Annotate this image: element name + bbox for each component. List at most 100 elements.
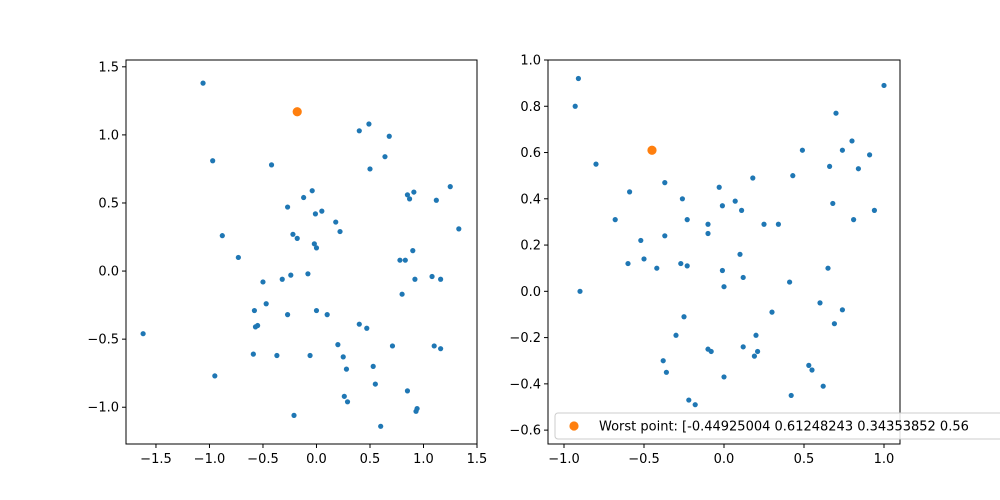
- data-point: [871, 207, 878, 213]
- data-point: [412, 276, 418, 282]
- data-point: [366, 121, 372, 127]
- data-point: [740, 274, 746, 281]
- data-point: [719, 203, 726, 209]
- legend-label: Worst point: [-0.44925004 0.61248243 0.3…: [599, 420, 969, 435]
- data-point: [719, 267, 726, 274]
- data-point: [820, 383, 826, 389]
- worst-point-marker: [292, 107, 302, 117]
- data-point: [638, 237, 644, 244]
- data-point: [404, 388, 411, 394]
- worst-point-marker: [647, 145, 657, 155]
- data-point: [389, 343, 396, 349]
- x-tick-label: 1.0: [874, 452, 895, 467]
- data-point: [881, 82, 887, 89]
- x-tick-label: −0.5: [247, 452, 279, 467]
- data-point: [716, 184, 722, 190]
- data-point: [324, 312, 330, 318]
- y-tick-label: 1.5: [98, 60, 119, 75]
- data-point: [456, 226, 462, 232]
- data-point: [737, 251, 743, 257]
- x-tick-label: 0.5: [360, 452, 381, 467]
- data-point: [739, 207, 745, 213]
- y-tick-label: 1.0: [520, 54, 541, 69]
- data-point: [313, 245, 320, 251]
- data-point: [402, 257, 408, 263]
- axes-frame: [547, 59, 901, 445]
- data-point: [301, 194, 307, 201]
- data-point: [662, 180, 668, 186]
- data-point: [855, 166, 862, 172]
- y-tick-label: 1.0: [98, 128, 119, 143]
- data-point: [429, 273, 435, 280]
- x-tick-label: −0.5: [628, 452, 660, 467]
- y-tick-label: 0.0: [98, 265, 119, 280]
- data-point: [740, 344, 746, 350]
- data-point: [284, 312, 291, 318]
- y-tick-label: 0.8: [520, 100, 541, 115]
- data-point: [775, 221, 782, 227]
- x-tick-label: −1.0: [548, 452, 580, 467]
- data-point: [219, 233, 225, 239]
- data-point: [212, 373, 218, 379]
- data-point: [291, 412, 297, 418]
- data-point: [337, 228, 343, 235]
- data-point: [268, 162, 275, 168]
- data-point: [378, 423, 384, 429]
- data-point: [612, 217, 618, 223]
- data-point: [660, 358, 666, 364]
- y-tick-label: −0.2: [509, 331, 541, 346]
- data-point: [849, 138, 855, 144]
- data-point: [414, 406, 420, 412]
- data-point: [367, 166, 373, 172]
- data-point: [319, 208, 325, 214]
- data-point: [769, 309, 775, 315]
- right-scatter-plot: −1.0 −0.5 0.0 0.5 1.0 −0.6 −0.4 −0.2 0.0 0.2 0.4 0.…: [509, 54, 1000, 467]
- data-point: [692, 402, 698, 408]
- data-point: [625, 260, 631, 267]
- data-point: [343, 366, 350, 372]
- data-point: [411, 189, 417, 195]
- data-point: [235, 254, 241, 261]
- data-point: [575, 75, 582, 82]
- data-point: [572, 103, 578, 109]
- data-point: [705, 221, 711, 227]
- data-point: [370, 363, 376, 369]
- data-point: [825, 265, 831, 271]
- data-point: [312, 211, 319, 217]
- x-tick-label: 1.5: [467, 452, 488, 467]
- data-point: [654, 265, 660, 271]
- data-point: [593, 161, 599, 167]
- data-point: [721, 374, 727, 380]
- data-point: [681, 314, 687, 320]
- data-point: [438, 276, 444, 282]
- data-point: [830, 200, 836, 207]
- data-point: [260, 279, 266, 285]
- data-point: [678, 260, 684, 267]
- data-point: [313, 307, 320, 314]
- data-point: [684, 263, 690, 269]
- y-tick-label: −0.6: [509, 424, 541, 439]
- data-point: [750, 175, 756, 181]
- data-point: [372, 381, 378, 387]
- data-point: [431, 343, 437, 349]
- data-point: [799, 147, 806, 153]
- data-point: [344, 399, 351, 405]
- y-tick-label: −0.4: [509, 377, 541, 392]
- data-point: [679, 196, 686, 202]
- data-point: [364, 325, 370, 331]
- data-point: [406, 196, 413, 202]
- data-point: [627, 189, 633, 195]
- data-point: [673, 332, 679, 338]
- data-point: [577, 288, 583, 294]
- data-point: [787, 279, 793, 285]
- y-tick-label: 0.5: [98, 196, 119, 211]
- x-tick-label: 0.5: [794, 452, 815, 467]
- data-point: [788, 392, 794, 399]
- data-point: [311, 241, 317, 247]
- data-point: [333, 219, 339, 225]
- data-point: [288, 272, 294, 278]
- data-point: [839, 147, 846, 153]
- y-tick-label: −0.5: [87, 333, 119, 348]
- x-tick-label: 1.0: [413, 452, 434, 467]
- data-point: [732, 198, 738, 204]
